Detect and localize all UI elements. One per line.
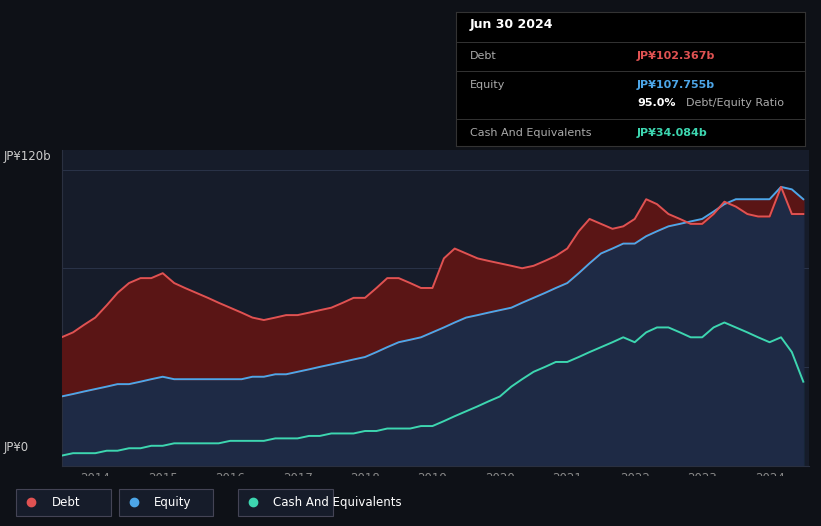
Text: JP¥102.367b: JP¥102.367b <box>637 52 715 62</box>
Text: 95.0%: 95.0% <box>637 98 676 108</box>
Text: Debt/Equity Ratio: Debt/Equity Ratio <box>686 98 784 108</box>
Text: JP¥120b: JP¥120b <box>4 150 52 163</box>
Text: Debt: Debt <box>52 496 80 509</box>
Text: Cash And Equivalents: Cash And Equivalents <box>273 496 402 509</box>
Text: JP¥0: JP¥0 <box>4 441 30 454</box>
Text: Equity: Equity <box>470 79 505 89</box>
Text: Equity: Equity <box>154 496 192 509</box>
Text: JP¥107.755b: JP¥107.755b <box>637 79 715 89</box>
Text: JP¥34.084b: JP¥34.084b <box>637 128 708 138</box>
FancyBboxPatch shape <box>16 489 111 516</box>
Text: Cash And Equivalents: Cash And Equivalents <box>470 128 591 138</box>
FancyBboxPatch shape <box>238 489 333 516</box>
Text: Debt: Debt <box>470 52 497 62</box>
FancyBboxPatch shape <box>119 489 213 516</box>
Text: Jun 30 2024: Jun 30 2024 <box>470 18 553 31</box>
